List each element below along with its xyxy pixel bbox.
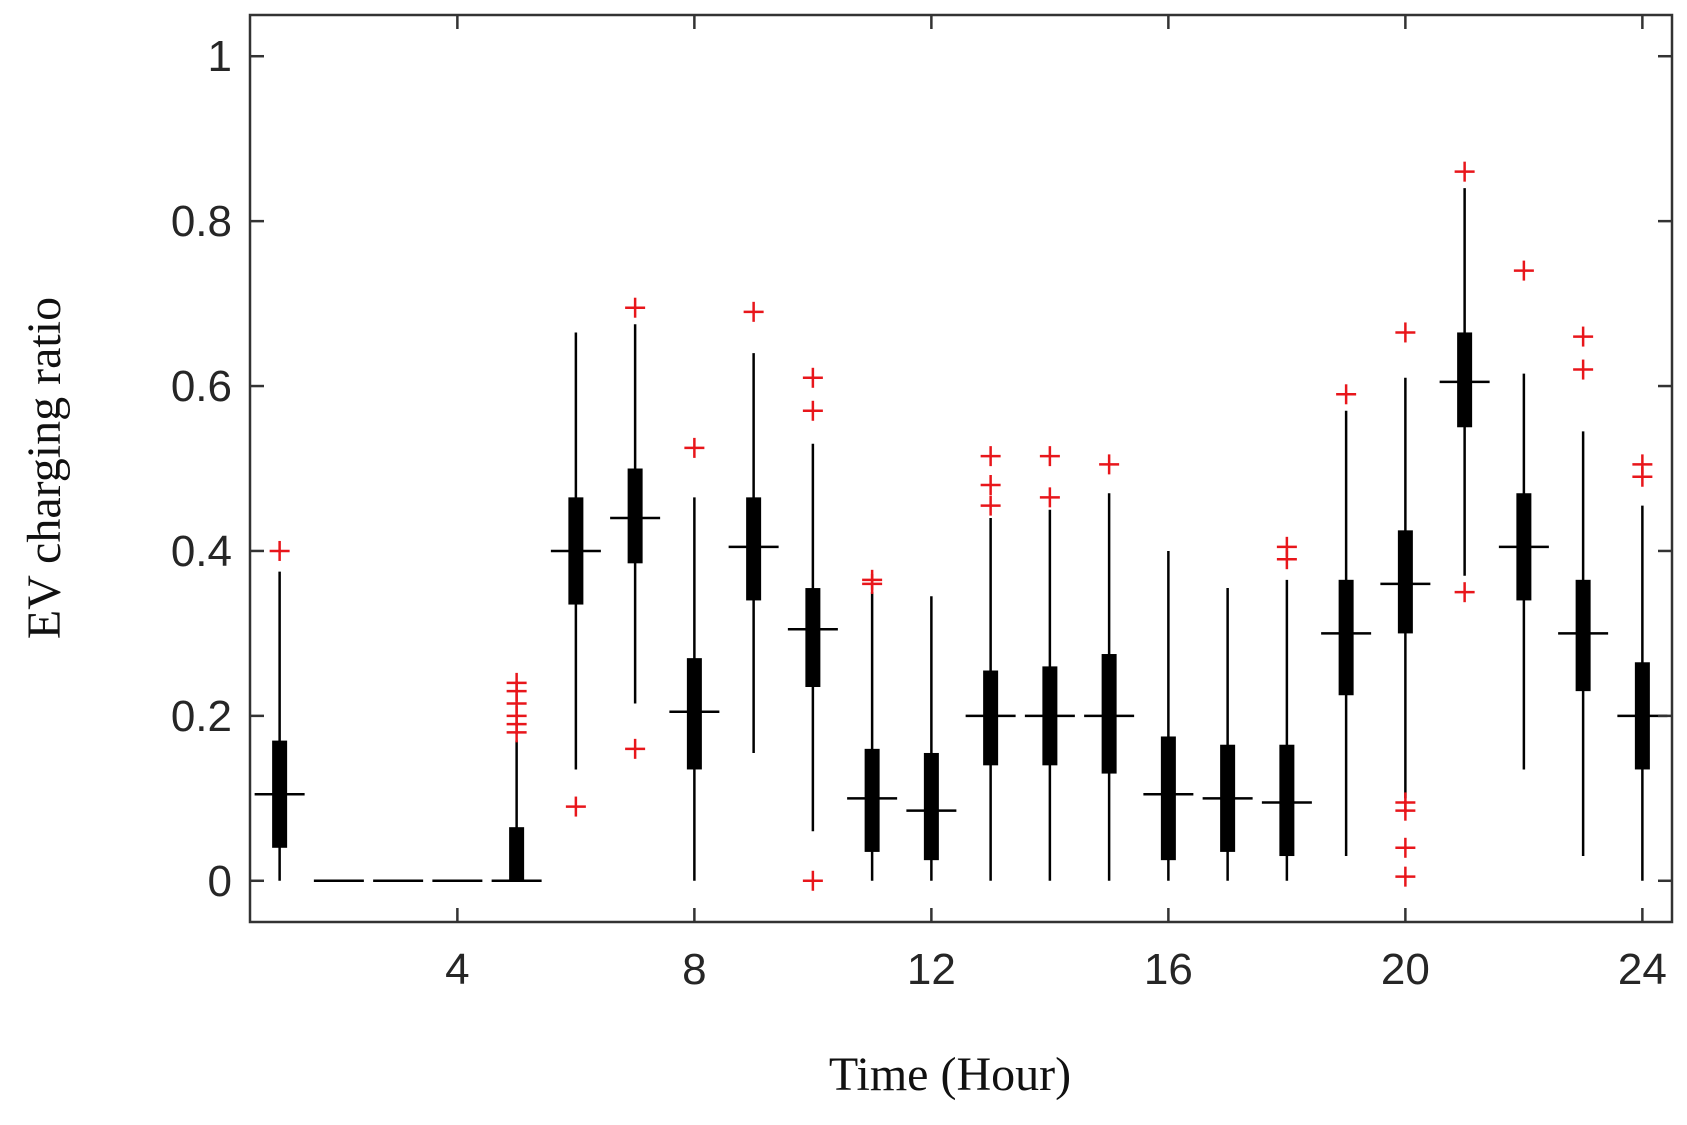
box-hour-19 <box>1321 384 1372 857</box>
box-hour-23 <box>1558 326 1609 857</box>
outlier-marker <box>625 738 646 759</box>
outlier-marker <box>625 297 646 318</box>
y-axis-title: EV charging ratio <box>18 297 71 639</box>
box-plot-marks <box>254 161 1668 891</box>
box-hour-18 <box>1261 536 1312 881</box>
outlier-marker <box>1039 446 1060 467</box>
box-hour-6 <box>550 332 601 817</box>
outlier-marker <box>1099 454 1120 475</box>
y-tick-label: 0.2 <box>171 692 232 741</box>
x-axis: 4 8 12 16 20 24 <box>445 15 1667 994</box>
outlier-marker <box>565 796 586 817</box>
outlier-marker <box>743 301 764 322</box>
outlier-marker <box>1395 322 1416 343</box>
box-hour-11 <box>847 569 898 881</box>
box-body <box>746 497 762 601</box>
box-hour-17 <box>1202 588 1253 881</box>
outlier-marker <box>1395 866 1416 887</box>
box-body <box>509 827 525 881</box>
outlier-marker <box>1573 359 1594 380</box>
box-hour-15 <box>1084 454 1135 881</box>
outlier-marker <box>1632 454 1653 475</box>
x-tick-label: 12 <box>907 945 956 994</box>
outlier-marker <box>1395 837 1416 858</box>
outlier-marker <box>980 495 1001 516</box>
outlier-marker <box>1513 260 1534 281</box>
box-body <box>1101 654 1117 774</box>
y-axis: 0 0.2 0.4 0.6 0.8 1 <box>171 32 1672 906</box>
outlier-marker <box>802 367 823 388</box>
box-hour-13 <box>965 446 1016 881</box>
outlier-marker <box>269 540 290 561</box>
outlier-marker <box>980 474 1001 495</box>
box-body <box>686 658 702 770</box>
box-body <box>1338 579 1354 696</box>
outlier-marker <box>684 437 705 458</box>
box-hour-7 <box>610 297 661 759</box>
y-tick-label: 0.4 <box>171 527 232 576</box>
box-hour-10 <box>787 367 838 891</box>
box-hour-8 <box>669 437 720 881</box>
box-hour-21 <box>1439 161 1490 603</box>
box-body <box>864 748 880 852</box>
box-body <box>923 752 939 861</box>
x-tick-label: 4 <box>445 945 469 994</box>
box-hour-16 <box>1143 550 1194 881</box>
box-body <box>627 468 643 564</box>
box-body <box>983 670 999 766</box>
outlier-marker <box>506 672 527 693</box>
box-body <box>805 588 821 688</box>
x-tick-label: 20 <box>1381 945 1430 994</box>
outlier-marker <box>980 446 1001 467</box>
y-tick-label: 1 <box>208 32 232 81</box>
box-body <box>1397 530 1413 634</box>
outlier-marker <box>1395 792 1416 813</box>
box-hour-9 <box>728 301 779 753</box>
outlier-marker <box>1454 582 1475 603</box>
box-body <box>1279 744 1295 857</box>
box-hour-24 <box>1617 454 1668 881</box>
outlier-marker <box>802 870 823 891</box>
plot-background <box>250 15 1672 922</box>
outlier-marker <box>1454 161 1475 182</box>
box-hour-1 <box>254 540 305 881</box>
box-hour-20 <box>1380 322 1431 887</box>
box-body <box>1575 579 1591 692</box>
y-tick-label: 0.8 <box>171 197 232 246</box>
x-tick-label: 24 <box>1618 945 1667 994</box>
box-hour-12 <box>906 596 957 881</box>
box-hour-22 <box>1498 260 1549 770</box>
outlier-marker <box>802 400 823 421</box>
plot-frame <box>248 13 1674 924</box>
outlier-marker <box>1573 326 1594 347</box>
x-axis-title: Time (Hour) <box>829 1048 1071 1101</box>
outlier-marker <box>1276 536 1297 557</box>
box-body <box>1457 332 1473 428</box>
y-tick-label: 0.6 <box>171 362 232 411</box>
box-body <box>1160 736 1176 861</box>
box-hour-5 <box>491 672 542 883</box>
outlier-marker <box>1039 487 1060 508</box>
box-hour-14 <box>1024 446 1075 881</box>
outlier-marker <box>862 569 883 590</box>
x-tick-label: 8 <box>682 945 706 994</box>
x-tick-label: 16 <box>1144 945 1193 994</box>
outlier-marker <box>1336 384 1357 405</box>
y-tick-label: 0 <box>208 857 232 906</box>
